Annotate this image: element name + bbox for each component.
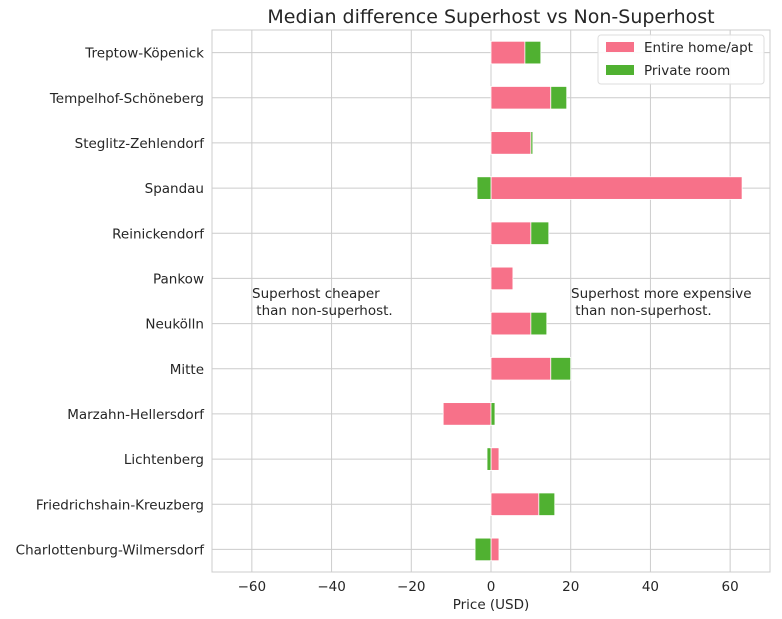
- bar-private-room: [550, 86, 568, 110]
- y-tick-labels: Charlottenburg-Wilmersdorf Friedrichshain…: [16, 46, 206, 559]
- y-tick-label: Mitte: [170, 362, 204, 378]
- bar-entire-home: [490, 86, 552, 110]
- bar-private-room: [530, 221, 550, 245]
- y-tick-label: Pankow: [153, 271, 204, 287]
- x-tick-label: 20: [562, 579, 579, 595]
- bar-private-room: [538, 492, 556, 516]
- annotation-more-expensive: Superhost more expensive than non-superh…: [571, 286, 752, 319]
- bar-private-room: [530, 311, 548, 336]
- bar-entire-home: [442, 402, 492, 426]
- bar-private-room: [524, 40, 542, 65]
- bar-entire-home: [490, 266, 514, 291]
- bar-private-room: [550, 357, 572, 381]
- x-axis-label: Price (USD): [453, 597, 530, 613]
- x-tick-label: 60: [722, 579, 739, 595]
- bar-entire-home: [490, 492, 540, 516]
- bar-private-room: [476, 176, 492, 200]
- x-tick-label: −20: [397, 579, 426, 595]
- legend-label: Entire home/apt: [644, 40, 753, 56]
- x-tick-label: −40: [317, 579, 346, 595]
- bar-entire-home: [490, 40, 526, 65]
- bar-private-room: [490, 402, 496, 426]
- y-tick-label: Neukölln: [145, 317, 204, 333]
- y-tick-label: Treptow-Köpenick: [84, 46, 204, 62]
- chart-title: Median difference Superhost vs Non-Super…: [267, 6, 714, 28]
- bar-private-room: [486, 447, 492, 471]
- y-tick-label: Marzahn-Hellersdorf: [67, 407, 205, 423]
- y-tick-label: Lichtenberg: [124, 452, 204, 468]
- bar-private-room: [530, 131, 534, 155]
- x-tick-label: 0: [487, 579, 496, 595]
- x-tick-labels: −60 −40 −20 0 20 40 60: [238, 579, 739, 595]
- bar-entire-home: [490, 221, 532, 245]
- y-tick-label: Spandau: [145, 181, 204, 197]
- bar-entire-home: [490, 311, 532, 336]
- bars: [442, 40, 743, 562]
- bar-entire-home: [490, 176, 743, 200]
- y-tick-label: Steglitz-Zehlendorf: [75, 136, 206, 152]
- legend-swatch: [606, 42, 634, 52]
- legend-swatch: [606, 65, 634, 75]
- x-tick-label: 40: [642, 579, 659, 595]
- bar-entire-home: [490, 357, 552, 381]
- y-tick-label: Charlottenburg-Wilmersdorf: [16, 542, 206, 558]
- y-tick-label: Tempelhof-Schöneberg: [49, 91, 204, 107]
- bar-entire-home: [490, 131, 532, 155]
- annotation-cheaper: Superhost cheaper than non-superhost.: [252, 286, 393, 319]
- bar-entire-home: [490, 537, 500, 562]
- y-tick-label: Friedrichshain-Kreuzberg: [36, 497, 204, 513]
- plot-area: [211, 29, 771, 573]
- legend: Entire home/apt Private room: [597, 34, 765, 85]
- legend-box: [597, 34, 765, 85]
- y-tick-label: Reinickendorf: [112, 226, 205, 242]
- bar-private-room: [474, 537, 492, 562]
- legend-label: Private room: [644, 63, 730, 79]
- bar-entire-home: [490, 447, 500, 471]
- x-tick-label: −60: [238, 579, 267, 595]
- annotations: Superhost cheaper than non-superhost. Sup…: [252, 286, 752, 319]
